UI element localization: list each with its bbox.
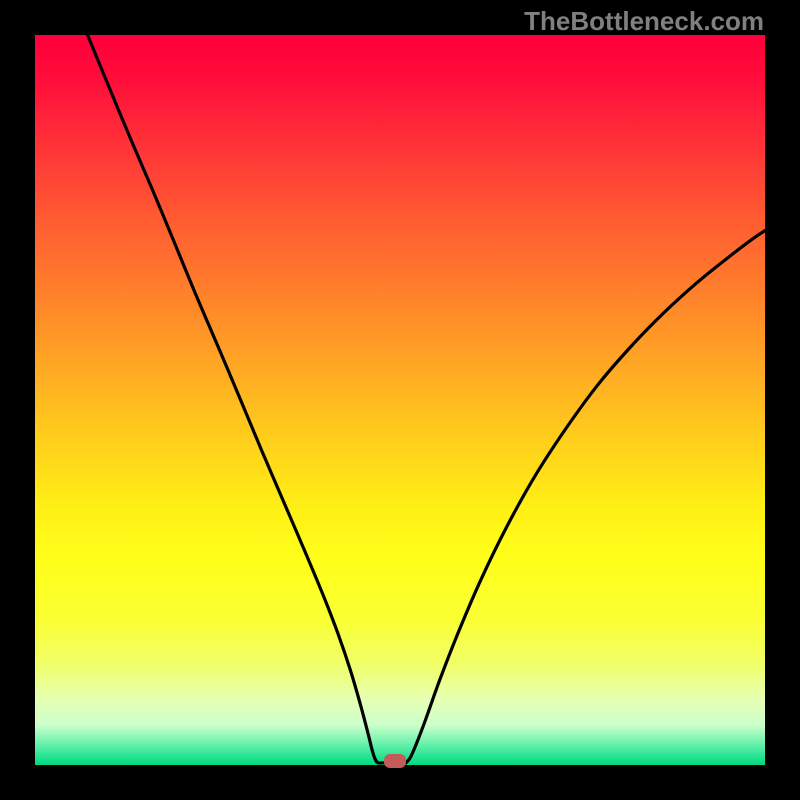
curve-layer [35,35,765,765]
minimum-marker [384,754,406,768]
watermark-text: TheBottleneck.com [524,6,764,37]
plot-area [35,35,765,765]
chart-container: TheBottleneck.com [0,0,800,800]
curve-left [88,35,406,763]
watermark-label: TheBottleneck.com [524,6,764,36]
curve-right [406,231,765,763]
